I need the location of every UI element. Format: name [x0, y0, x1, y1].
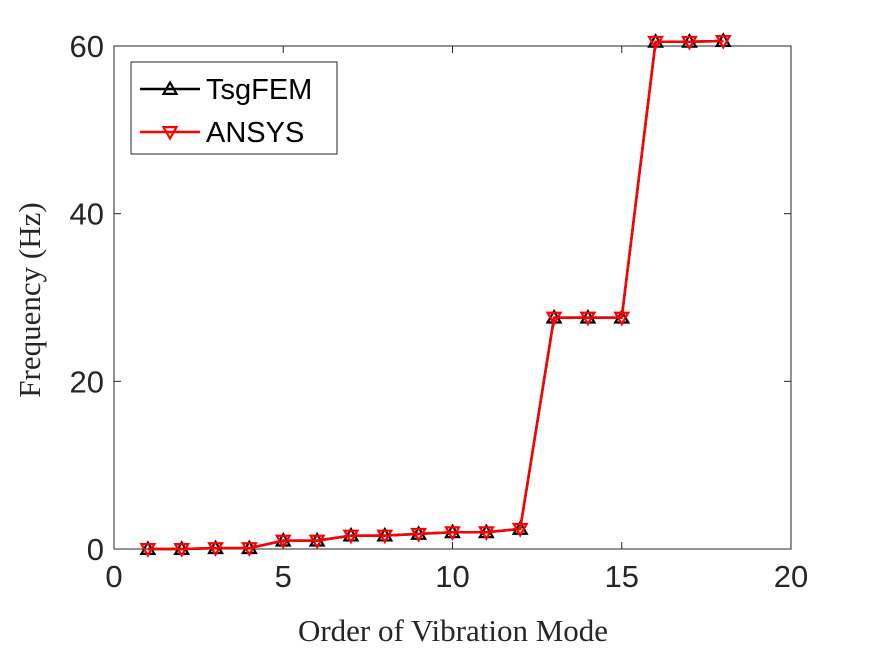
- x-tick-label: 20: [774, 559, 808, 594]
- legend-label: ANSYS: [206, 117, 304, 149]
- x-tick-label: 15: [605, 559, 639, 594]
- data-point-ansys: [241, 542, 258, 557]
- data-point-ansys: [444, 526, 461, 541]
- data-point-ansys: [545, 311, 563, 327]
- legend-marker: [161, 80, 179, 95]
- data-point-ansys: [681, 35, 698, 51]
- data-point-ansys: [139, 543, 157, 558]
- data-point-ansys: [613, 311, 631, 327]
- series-line-ansys: [147, 39, 724, 551]
- x-tick-label: 5: [275, 559, 292, 594]
- legend-item-ansys: ANSYS: [140, 117, 304, 149]
- data-point-ansys: [274, 534, 292, 550]
- data-point-ansys: [714, 34, 732, 50]
- data-point-ansys: [477, 526, 495, 541]
- y-axis-ticks: 0 20 40 60: [70, 29, 791, 567]
- data-point-ansys: [308, 534, 326, 550]
- legend-box: [130, 61, 338, 155]
- x-axis-label: Order of Vibration Mode: [298, 613, 608, 648]
- y-tick-label: 0: [87, 532, 104, 567]
- legend-item-tsgfem: TsgFEM: [140, 74, 312, 106]
- x-tick-label: 0: [105, 559, 122, 594]
- x-axis-ticks: 0 5 10 15 20: [105, 46, 808, 594]
- legend-label: TsgFEM: [206, 74, 312, 106]
- data-point-ansys: [207, 542, 224, 557]
- data-point-ansys: [579, 311, 597, 327]
- legend-marker: [161, 126, 179, 141]
- data-point-ansys: [410, 527, 428, 543]
- y-axis-label: Frequency (Hz): [12, 202, 47, 397]
- legend: TsgFEM ANSYS: [130, 61, 338, 155]
- data-point-ansys: [173, 543, 191, 558]
- data-point-ansys: [376, 529, 394, 545]
- data-point-ansys: [342, 529, 360, 545]
- series-layer: [139, 32, 732, 558]
- x-tick-label: 10: [435, 559, 469, 594]
- series-ansys: [139, 34, 732, 558]
- data-point-ansys: [511, 522, 529, 538]
- y-tick-label: 20: [70, 364, 104, 399]
- y-tick-label: 60: [70, 29, 104, 64]
- y-tick-label: 40: [70, 197, 104, 232]
- data-point-ansys: [647, 35, 664, 51]
